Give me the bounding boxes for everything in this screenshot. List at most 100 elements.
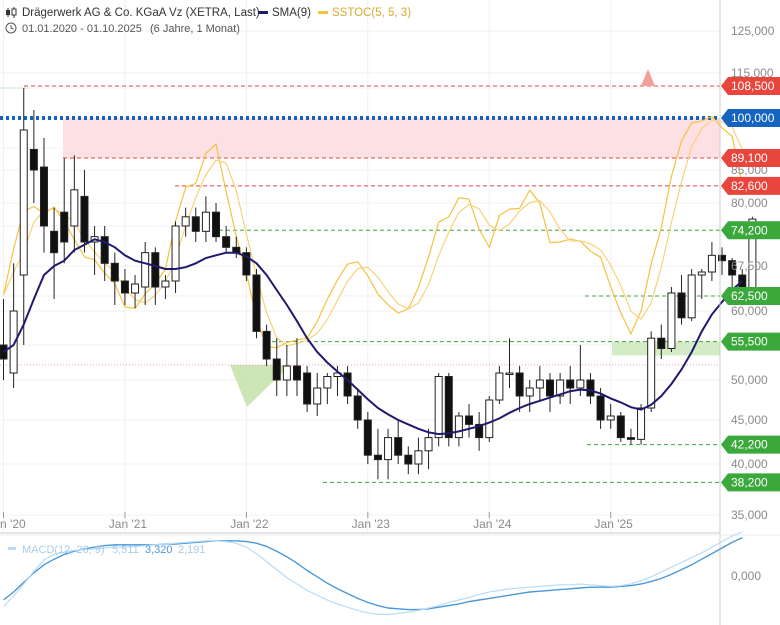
level-label-text: 100,000: [731, 111, 775, 125]
candle: [100, 226, 109, 281]
x-tick-label: Jan '24: [473, 517, 512, 531]
candle: [232, 236, 241, 258]
candle: [373, 428, 382, 480]
candle: [444, 373, 453, 447]
candlesticks: [0, 88, 757, 480]
duration: (6 Jahre, 1 Monat): [150, 23, 240, 35]
candle: [141, 242, 150, 305]
candle: [586, 373, 595, 404]
level-label: 55,500: [721, 332, 780, 351]
x-axis-ticks: Jan '20 Jan '21 Jan '22 Jan '23 Jan '24 Jan '…: [0, 512, 633, 531]
markers: [641, 69, 655, 86]
candle: [404, 446, 413, 475]
candle: [667, 287, 676, 352]
candle: [363, 412, 372, 464]
level-label: 42,200: [721, 435, 780, 454]
macd-panel: [3, 531, 743, 615]
candle: [262, 324, 271, 366]
level-label-text: 82,600: [731, 179, 768, 193]
candle: [637, 404, 646, 445]
candle: [626, 428, 635, 445]
macd-legend-value-2: 3,320: [145, 544, 173, 556]
level-label-text: 108,500: [731, 79, 775, 93]
x-tick-label: Jan '22: [230, 517, 269, 531]
candle: [19, 88, 28, 345]
level-label: 62,500: [721, 287, 780, 305]
candle: [110, 252, 119, 305]
candle: [505, 338, 514, 388]
sma-legend-label: SMA(9): [272, 7, 311, 19]
sstoc-k-line: [2, 115, 753, 349]
candle: [50, 207, 59, 299]
candle: [525, 380, 534, 412]
candle: [313, 373, 322, 416]
candle: [394, 420, 403, 464]
y-tick-label: 45,000: [731, 413, 768, 427]
candle: [343, 366, 352, 404]
price-levels: [0, 85, 720, 483]
macd-line: [3, 536, 743, 611]
candle: [647, 331, 656, 412]
x-tick-label: Jan '20: [0, 517, 26, 531]
sma-legend-swatch: [258, 11, 268, 14]
candle: [131, 275, 140, 308]
candle: [222, 226, 231, 253]
candle: [434, 373, 443, 447]
y-tick-label: 40,000: [731, 457, 768, 471]
candle: [201, 196, 210, 242]
macd-legend-value-3: 2,191: [178, 544, 206, 556]
chart-header: Drägerwerk AG & Co. KGaA Vz (XETRA, Last…: [5, 7, 411, 35]
candle: [151, 247, 160, 305]
clock-icon: [5, 22, 17, 34]
candle: [272, 338, 281, 396]
level-label-text: 38,200: [731, 475, 768, 489]
candle: [161, 275, 170, 299]
candle: [535, 366, 544, 400]
chart-title: Drägerwerk AG & Co. KGaA Vz (XETRA, Last…: [22, 7, 260, 19]
candle: [485, 396, 494, 442]
candle: [495, 366, 504, 404]
candle: [606, 404, 615, 429]
candle: [60, 158, 69, 264]
candle: [677, 275, 686, 325]
sstoc-legend-label: SSTOC(5, 5, 3): [332, 7, 411, 19]
warning-triangle-icon: [641, 69, 655, 86]
candle: [697, 269, 706, 299]
level-labels: 108,500 100,000 89,100 82,600 74,200 62,500 55…: [721, 77, 780, 492]
macd-legend: MACD(12, 26, 9) 5,511 3,320 2,191: [8, 544, 206, 556]
level-label-text: 89,100: [731, 151, 768, 165]
zones: [0, 87, 720, 407]
candle: [353, 388, 362, 429]
candle: [323, 373, 332, 404]
candle: [545, 373, 554, 412]
level-label: 100,000: [721, 109, 780, 127]
candle: [515, 366, 524, 412]
macd-line: [3, 531, 743, 615]
candle: [384, 428, 393, 480]
level-label: 82,600: [721, 176, 780, 195]
candle: [252, 269, 261, 339]
y-tick-label: 60,000: [731, 304, 768, 318]
candle: [718, 247, 727, 275]
level-label-text: 55,500: [731, 335, 768, 349]
sma-line: [2, 238, 743, 436]
candle: [303, 366, 312, 412]
y-tick-label: 50,000: [731, 373, 768, 387]
candle: [70, 155, 79, 253]
candle: [191, 207, 200, 242]
candle: [212, 203, 221, 242]
candle: [556, 373, 565, 404]
level-label: 74,200: [721, 221, 780, 240]
macd-legend-swatch: [8, 547, 16, 550]
macd-legend-value-1: 5,511: [112, 544, 139, 556]
y-tick-label: 115,000: [731, 66, 774, 80]
sstoc-legend-swatch: [318, 11, 328, 14]
candle: [728, 258, 737, 287]
candle: [707, 242, 716, 281]
support-zone: [612, 341, 720, 356]
y-tick-label: 125,000: [731, 24, 775, 38]
macd-legend-title: MACD(12, 26, 9): [22, 544, 105, 556]
candle: [29, 110, 38, 203]
candle: [80, 170, 89, 253]
candle: [596, 388, 605, 429]
